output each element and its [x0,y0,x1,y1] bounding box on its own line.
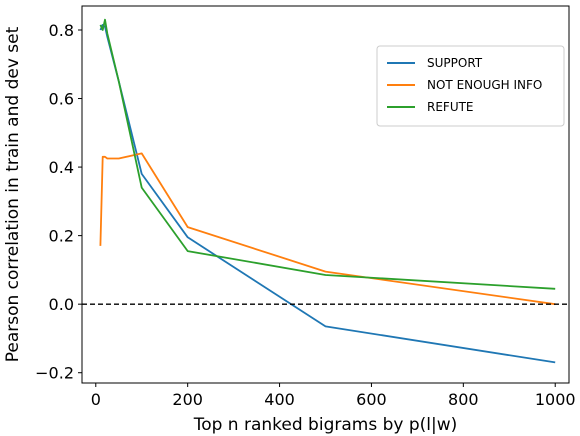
series-line-3 [99,18,556,290]
plot-area-frame [81,5,570,384]
x-tick-label: 600 [356,390,387,409]
x-axis-label: Top n ranked bigrams by p(l|w) [193,415,458,435]
y-tick-label: 0.0 [49,295,74,314]
x-tick-label: 200 [172,390,203,409]
x-tick-label: 1000 [535,390,576,409]
x-tick-label: 0 [91,390,101,409]
legend-label: SUPPORT [427,56,483,70]
x-tick-label: 400 [264,390,295,409]
y-tick-label: 0.2 [49,227,74,246]
series-line-2 [99,152,556,306]
y-axis-label: Pearson correlation in train and dev set [3,26,23,362]
y-tick-label: 0.8 [49,21,74,40]
legend-label: REFUTE [427,100,474,114]
legend-box [376,45,565,127]
y-tick-label: −0.2 [35,364,74,383]
y-tick-label: 0.4 [49,158,74,177]
legend-label: NOT ENOUGH INFO [427,78,542,92]
x-tick-label: 800 [448,390,479,409]
ticks-layer: 0 200 400 600 800 1000 −0.2 0.0 0.2 0.4 0.6 0.8 [35,21,575,409]
y-tick-label: 0.6 [49,90,74,109]
legend-items: SUPPORT NOT ENOUGH INFO REFUTE [387,56,542,114]
legend: SUPPORT NOT ENOUGH INFO REFUTE [376,45,565,127]
series-layer [99,18,556,364]
